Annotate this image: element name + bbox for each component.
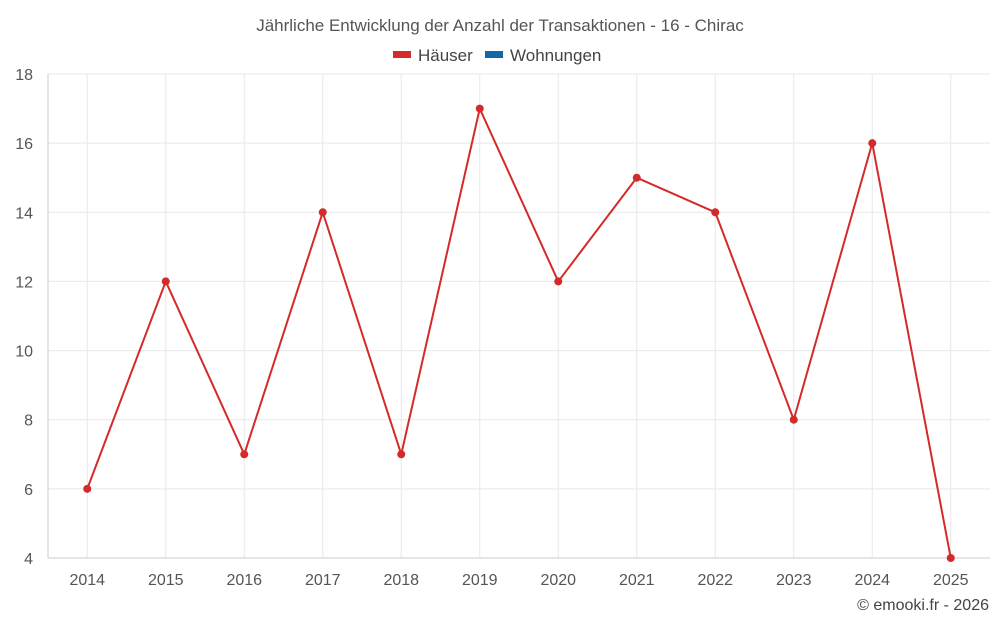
- y-tick-label-0: 4: [24, 551, 33, 568]
- legend-label-wohnungen: Wohnungen: [510, 46, 601, 65]
- grid: [48, 73, 990, 559]
- data-point-2017[interactable]: [318, 208, 327, 217]
- legend-item-wohnungen[interactable]: Wohnungen: [485, 46, 601, 65]
- legend: Häuser Wohnungen: [393, 46, 601, 65]
- data-point-2015[interactable]: [161, 277, 170, 286]
- credit-text: © emooki.fr - 2026: [857, 597, 989, 614]
- series-line-0: [86, 107, 952, 559]
- x-tick-label-5: 2019: [462, 572, 498, 589]
- x-tick-label-11: 2025: [933, 572, 969, 589]
- series-haeuser: [83, 104, 955, 562]
- axes: 4 6 8 10 12 14 16 18 2014 2015 2016 2017 2018 2019 202…: [15, 67, 990, 589]
- y-tick-label-1: 6: [24, 482, 33, 499]
- data-point-2021[interactable]: [632, 173, 641, 182]
- data-point-2024[interactable]: [868, 139, 877, 148]
- chart-title: Jährliche Entwicklung der Anzahl der Tra…: [256, 16, 744, 35]
- data-point-2016[interactable]: [240, 450, 249, 459]
- data-point-2019[interactable]: [475, 104, 484, 113]
- data-point-2023[interactable]: [789, 415, 798, 424]
- x-tick-label-7: 2021: [619, 572, 655, 589]
- y-tick-label-3: 10: [15, 344, 33, 361]
- x-tick-label-0: 2014: [69, 572, 105, 589]
- data-point-2022[interactable]: [711, 208, 720, 217]
- x-tick-label-1: 2015: [148, 572, 184, 589]
- legend-label-haeuser: Häuser: [418, 46, 473, 65]
- legend-swatch-haeuser: [393, 51, 411, 58]
- x-tick-label-2: 2016: [226, 572, 262, 589]
- data-point-2025[interactable]: [946, 554, 955, 562]
- x-tick-label-8: 2022: [697, 572, 733, 589]
- y-tick-label-5: 14: [15, 205, 33, 222]
- x-tick-label-4: 2018: [383, 572, 419, 589]
- data-point-2020[interactable]: [554, 277, 563, 286]
- data-point-2014[interactable]: [83, 484, 92, 493]
- x-tick-label-6: 2020: [540, 572, 576, 589]
- legend-item-haeuser[interactable]: Häuser: [393, 46, 473, 65]
- data-point-2018[interactable]: [397, 450, 406, 459]
- y-tick-label-2: 8: [24, 413, 33, 430]
- x-tick-label-10: 2024: [854, 572, 890, 589]
- legend-swatch-wohnungen: [485, 51, 503, 58]
- x-tick-label-9: 2023: [776, 572, 812, 589]
- y-tick-label-6: 16: [15, 136, 33, 153]
- y-tick-label-7: 18: [15, 67, 33, 84]
- x-tick-label-3: 2017: [305, 572, 341, 589]
- y-tick-label-4: 12: [15, 274, 33, 291]
